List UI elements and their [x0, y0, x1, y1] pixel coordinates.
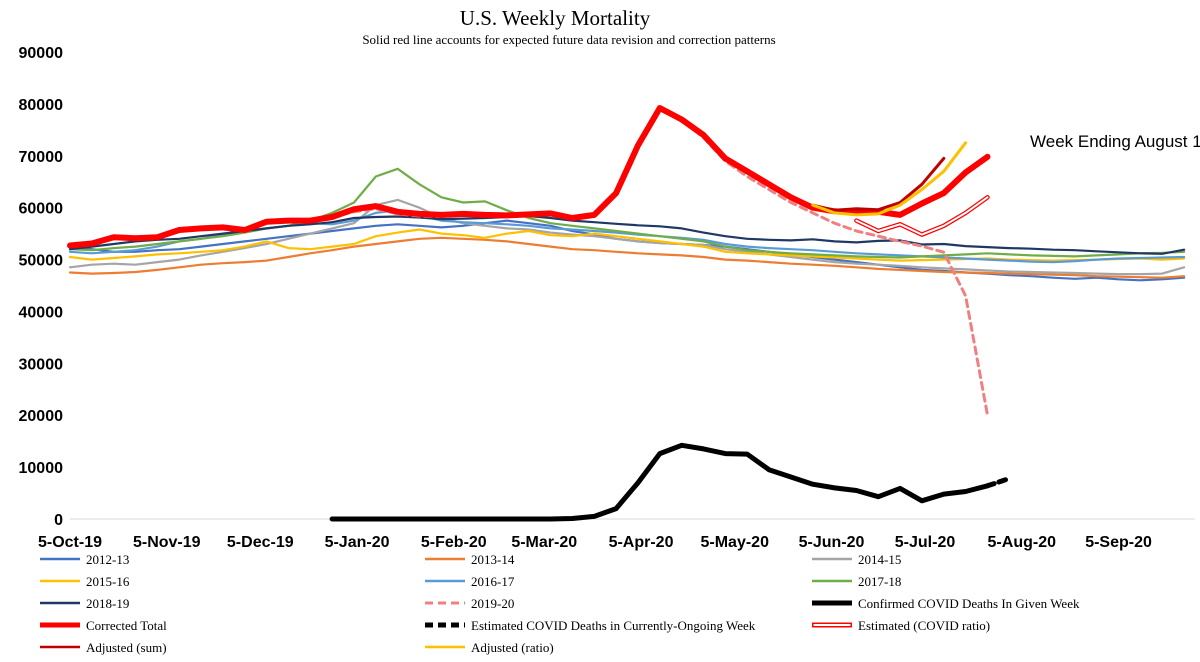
legend-label: Adjusted (sum) — [86, 640, 167, 655]
series-line — [68, 167, 1186, 259]
legend-item: 2014-15 — [812, 552, 901, 567]
legend-label: 2014-15 — [858, 552, 901, 567]
y-tick-label: 80000 — [19, 97, 64, 114]
series-line — [985, 476, 1012, 489]
x-tick-label: 5-Nov-19 — [133, 534, 201, 551]
legend-item: Adjusted (ratio) — [425, 640, 554, 655]
legend-item: 2016-17 — [425, 574, 515, 589]
y-tick-label: 10000 — [19, 460, 64, 477]
legend-label: Estimated (COVID ratio) — [858, 618, 990, 633]
legend-label: 2015-16 — [86, 574, 130, 589]
legend-label: 2013-14 — [471, 552, 515, 567]
week-ending-annotation: Week Ending August 1 — [1030, 132, 1200, 151]
legend-item: Estimated (COVID ratio) — [812, 618, 990, 633]
legend-item: 2012-13 — [40, 552, 129, 567]
x-tick-label: 5-Oct-19 — [38, 534, 102, 551]
x-tick-label: 5-Jul-20 — [895, 534, 956, 551]
legend-item: 2018-19 — [40, 596, 129, 611]
series-estimated-covid-ratio — [854, 195, 990, 237]
x-tick-label: 5-Jun-20 — [799, 534, 865, 551]
legend-label: 2018-19 — [86, 596, 129, 611]
legend-label: Adjusted (ratio) — [471, 640, 554, 655]
series-line-inner — [855, 196, 989, 236]
y-tick-label: 30000 — [19, 356, 64, 373]
legend-item: Adjusted (sum) — [40, 640, 167, 655]
series-line — [68, 236, 1186, 279]
legend-item: Confirmed COVID Deaths In Given Week — [812, 596, 1080, 611]
chart-title: U.S. Weekly Mortality — [460, 6, 651, 30]
y-tick-label: 90000 — [19, 45, 64, 62]
series-estimated-covid-deaths-in-currently-ongoing-week — [985, 476, 1012, 489]
series-line — [811, 141, 968, 217]
series-line — [68, 198, 1186, 276]
series-2018-19 — [68, 214, 1186, 255]
legend-item: Corrected Total — [40, 618, 167, 633]
series-confirmed-covid-deaths-in-given-week — [329, 442, 990, 522]
series-2013-14 — [68, 236, 1186, 279]
legend-item: 2017-18 — [812, 574, 901, 589]
series-line — [68, 214, 1186, 255]
x-tick-label: 5-Sep-20 — [1085, 534, 1152, 551]
series-adjusted-ratio — [811, 141, 968, 217]
x-tick-label: 5-Mar-20 — [511, 534, 577, 551]
legend-item: Estimated COVID Deaths in Currently-Ongo… — [425, 618, 756, 633]
y-tick-label: 50000 — [19, 253, 64, 270]
legend-label: Estimated COVID Deaths in Currently-Ongo… — [471, 618, 756, 633]
y-tick-label: 20000 — [19, 408, 64, 425]
legend-label: Corrected Total — [86, 618, 167, 633]
series-adjusted-sum — [811, 156, 946, 212]
y-tick-label: 60000 — [19, 201, 64, 218]
x-tick-label: 5-Feb-20 — [421, 534, 487, 551]
x-axis: 5-Oct-19 5-Nov-19 5-Dec-19 5-Jan-20 5-Feb-20… — [38, 518, 1195, 551]
chart-subtitle: Solid red line accounts for expected fut… — [362, 32, 775, 47]
legend-label: 2012-13 — [86, 552, 129, 567]
legend-item: 2015-16 — [40, 574, 130, 589]
x-tick-label: 5-Aug-20 — [988, 534, 1057, 551]
legend-item: 2019-20 — [425, 596, 514, 611]
y-tick-label: 40000 — [19, 304, 64, 321]
legend-item: 2013-14 — [425, 552, 515, 567]
legend-label: 2019-20 — [471, 596, 514, 611]
x-tick-label: 5-Dec-19 — [227, 534, 294, 551]
series-line — [811, 156, 946, 212]
legend-label: 2017-18 — [858, 574, 901, 589]
x-tick-label: 5-May-20 — [700, 534, 769, 551]
legend-label: 2016-17 — [471, 574, 515, 589]
x-tick-label: 5-Apr-20 — [609, 534, 674, 551]
legend-label: Confirmed COVID Deaths In Given Week — [858, 596, 1080, 611]
series-line — [329, 442, 990, 522]
series-2017-18 — [68, 167, 1186, 259]
y-tick-label: 70000 — [19, 149, 64, 166]
legend: 2012-13 2013-14 2014-15 2015-16 2016-17 2017-… — [40, 552, 1080, 655]
y-axis: 0 10000 20000 30000 40000 50000 60000 70000 8000… — [19, 45, 64, 529]
series-2014-15 — [68, 198, 1186, 276]
x-tick-label: 5-Jan-20 — [325, 534, 390, 551]
series-layer — [67, 105, 1186, 522]
y-tick-label: 0 — [54, 512, 63, 529]
